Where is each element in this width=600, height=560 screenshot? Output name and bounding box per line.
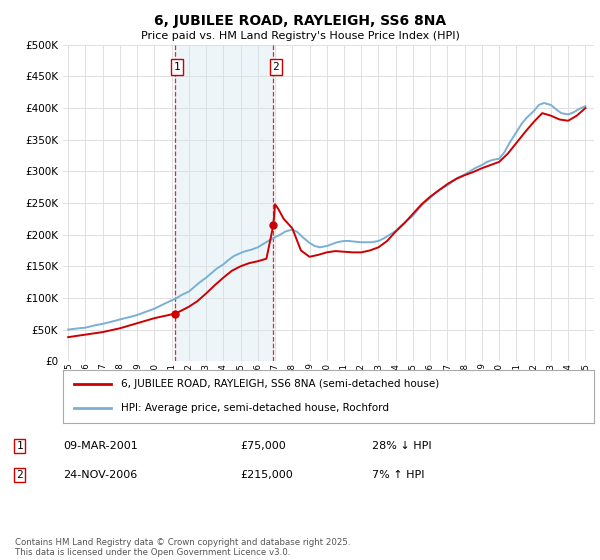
Text: 2: 2	[16, 470, 23, 480]
Text: 28% ↓ HPI: 28% ↓ HPI	[372, 441, 431, 451]
Text: 24-NOV-2006: 24-NOV-2006	[63, 470, 137, 480]
Text: 2: 2	[272, 62, 279, 72]
Text: 09-MAR-2001: 09-MAR-2001	[63, 441, 138, 451]
Text: £215,000: £215,000	[240, 470, 293, 480]
Text: 7% ↑ HPI: 7% ↑ HPI	[372, 470, 425, 480]
Text: Price paid vs. HM Land Registry's House Price Index (HPI): Price paid vs. HM Land Registry's House …	[140, 31, 460, 41]
Text: HPI: Average price, semi-detached house, Rochford: HPI: Average price, semi-detached house,…	[121, 403, 389, 413]
Text: Contains HM Land Registry data © Crown copyright and database right 2025.
This d: Contains HM Land Registry data © Crown c…	[15, 538, 350, 557]
Text: 1: 1	[174, 62, 181, 72]
Bar	[175, 45, 274, 361]
Text: 1: 1	[16, 441, 23, 451]
Text: £75,000: £75,000	[240, 441, 286, 451]
Text: 6, JUBILEE ROAD, RAYLEIGH, SS6 8NA: 6, JUBILEE ROAD, RAYLEIGH, SS6 8NA	[154, 14, 446, 28]
Text: 6, JUBILEE ROAD, RAYLEIGH, SS6 8NA (semi-detached house): 6, JUBILEE ROAD, RAYLEIGH, SS6 8NA (semi…	[121, 380, 440, 390]
